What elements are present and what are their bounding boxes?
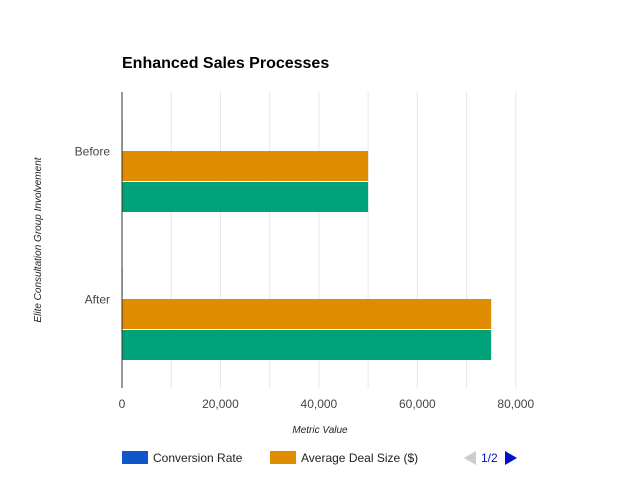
y-tick-label: Before bbox=[75, 145, 111, 159]
x-tick-label: 40,000 bbox=[301, 397, 338, 411]
x-axis-title: Metric Value bbox=[292, 425, 348, 436]
bar-after-series-1[interactable] bbox=[122, 299, 492, 329]
bars bbox=[122, 120, 492, 360]
y-tick-labels: Before After bbox=[75, 145, 111, 307]
bar-before-series-1[interactable] bbox=[122, 151, 369, 181]
x-tick-label: 60,000 bbox=[399, 397, 436, 411]
y-axis-title: Elite Consultation Group Involvement bbox=[33, 156, 44, 322]
chart-title: Enhanced Sales Processes bbox=[122, 55, 329, 72]
triangle-left-icon[interactable] bbox=[464, 451, 476, 465]
x-tick-labels: 0 20,000 40,000 60,000 80,000 bbox=[119, 397, 535, 411]
bar-after-series-2[interactable] bbox=[122, 330, 492, 360]
bar-before-series-2[interactable] bbox=[122, 182, 369, 212]
legend-swatch-conversion-rate bbox=[122, 451, 148, 464]
legend: Conversion Rate Average Deal Size ($) 1/… bbox=[122, 451, 517, 465]
x-tick-label: 80,000 bbox=[497, 397, 534, 411]
legend-label-conversion-rate: Conversion Rate bbox=[153, 451, 243, 465]
x-tick-label: 20,000 bbox=[202, 397, 239, 411]
triangle-right-icon[interactable] bbox=[505, 451, 517, 465]
legend-swatch-average-deal-size bbox=[270, 451, 296, 464]
legend-label-average-deal-size: Average Deal Size ($) bbox=[301, 451, 418, 465]
legend-page-indicator: 1/2 bbox=[481, 451, 498, 465]
y-tick-label: After bbox=[85, 293, 110, 307]
gridlines bbox=[170, 92, 517, 388]
x-tick-label: 0 bbox=[119, 397, 126, 411]
